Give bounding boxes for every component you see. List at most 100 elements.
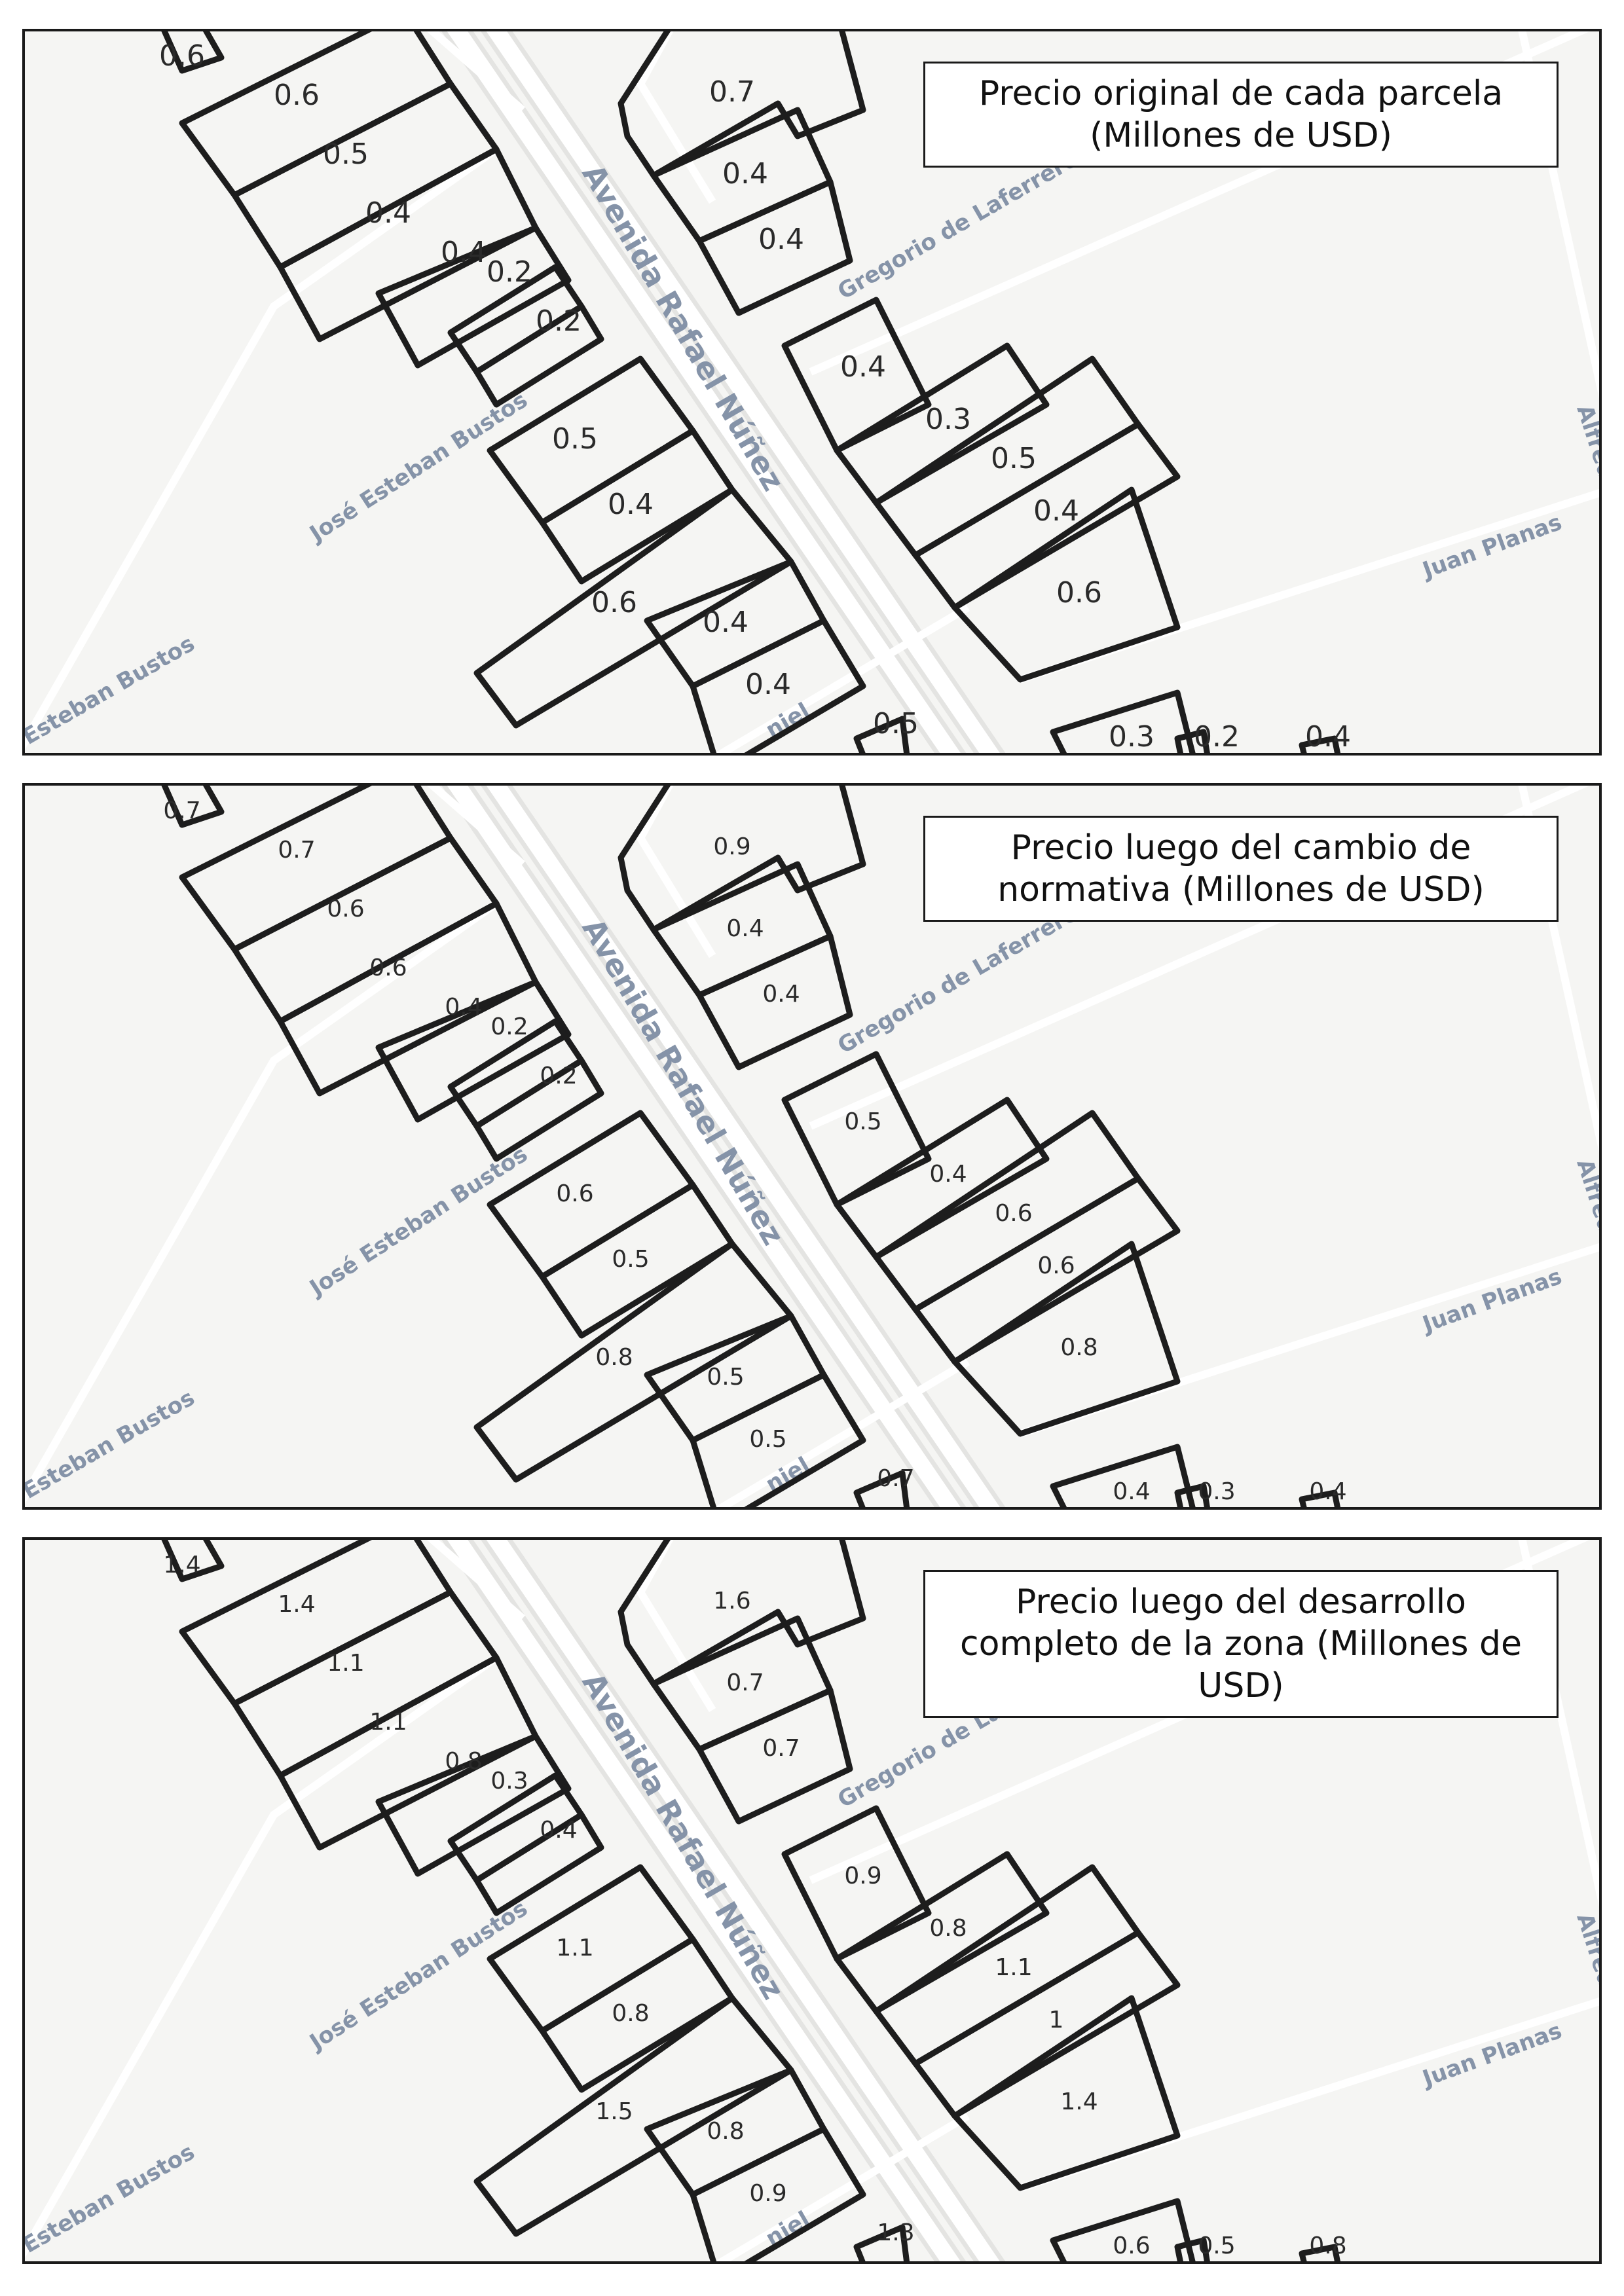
parcel-price-label: 0.5	[844, 1108, 881, 1135]
parcel-outline	[834, 1097, 1050, 1260]
parcel-price-label: 0.5	[991, 442, 1037, 475]
street-label-jose-bustos: José Esteban Bustos	[304, 387, 532, 548]
parcel-price-label: 0.7	[877, 1465, 914, 1492]
parcel-price-label: 1.4	[278, 1591, 315, 1618]
map-panel-2: Avenida Rafael Núñez Gregorio de Laferrer…	[22, 783, 1602, 1510]
parcel-outline	[1174, 2237, 1210, 2261]
street-label-alfredo-partial: Alfred	[1571, 401, 1602, 483]
parcel-price-label: 1.5	[595, 2098, 633, 2125]
parcel-price-label: 1.1	[369, 1709, 407, 1736]
parcel-price-label: 0.9	[844, 1863, 881, 1889]
parcel-price-label: 0.4	[365, 196, 411, 230]
parcel-price-label: 0.6	[556, 1180, 593, 1207]
parcel-price-label: 0.3	[1198, 1478, 1235, 1505]
parcel-price-label: 0.5	[612, 1246, 649, 1273]
parcel-price-label: 0.4	[929, 1161, 967, 1188]
parcel-outline	[473, 1812, 604, 1916]
parcel-price-label: 0.6	[159, 39, 205, 73]
parcel-price-label: 0.8	[595, 1344, 633, 1371]
parcel-outline	[853, 716, 910, 753]
parcel-price-label: 0.4	[722, 157, 768, 191]
road-avenue	[486, 31, 1000, 753]
parcel-price-label: 0.8	[445, 1748, 482, 1775]
parcel-outline	[375, 225, 572, 369]
parcel-price-label: 0.2	[487, 255, 532, 289]
road-street	[714, 1358, 970, 1507]
parcel-price-label: 0.4	[840, 350, 886, 384]
parcel-outline	[1299, 735, 1340, 753]
parcel-price-label: 0.7	[709, 75, 755, 109]
parcel-price-label: 0.5	[552, 422, 598, 456]
map-panel-1: Avenida Rafael Núñez Gregorio de Laferrer…	[22, 29, 1602, 756]
parcel-price-label: 0.4	[1113, 1478, 1150, 1505]
parcel-outline	[690, 1372, 866, 1507]
parcel-outline	[696, 179, 853, 316]
parcel-price-label: 0.3	[1109, 720, 1154, 754]
parcel-price-label: 0.4	[445, 994, 482, 1021]
parcel-outline	[853, 2224, 910, 2261]
parcel-price-label: 0.4	[758, 223, 804, 256]
parcel-outline	[781, 297, 932, 454]
map-canvas: Avenida Rafael Núñez Gregorio de Laferrer…	[25, 31, 1602, 754]
parcel-price-label: 0.6	[274, 79, 320, 112]
parcel-price-label: 0.6	[1037, 1252, 1075, 1279]
parcel-outline	[1050, 2198, 1196, 2261]
parcel-outline	[781, 1805, 932, 1962]
parcel-price-label: 0.5	[1198, 2232, 1235, 2259]
parcel-outline	[473, 1057, 604, 1162]
street-label-rafael-nunez: Avenida Rafael Núñez	[575, 158, 791, 497]
parcel-price-label: 0.9	[713, 833, 750, 860]
parcel-outline	[912, 1175, 1181, 1365]
parcel-price-label: 0.8	[707, 2118, 744, 2145]
parcel-outline	[473, 1241, 794, 1483]
parcel-outline	[1174, 729, 1210, 753]
parcel-price-label: 0.7	[163, 797, 200, 824]
parcel-price-label: 0.4	[608, 488, 654, 521]
parcel-price-label: 0.5	[749, 1426, 786, 1453]
parcel-outline	[690, 617, 866, 753]
street-label-rafael-nunez: Avenida Rafael Núñez	[575, 913, 791, 1251]
parcel-price-label: 0.6	[1113, 2232, 1150, 2259]
parcel-price-label: 0.4	[726, 915, 764, 942]
parcel-price-label: 0.7	[726, 1669, 764, 1696]
panel-title-box: Precio original de cada parcela (Millone…	[923, 62, 1559, 168]
parcel-price-label: 0.2	[536, 304, 581, 338]
road-street	[426, 31, 525, 113]
parcel-price-label: 1.6	[713, 1588, 750, 1614]
parcel-outline	[951, 486, 1181, 683]
parcel-price-label: 0.8	[929, 1915, 967, 1942]
street-label-rafael-nunez: Avenida Rafael Núñez	[575, 1667, 791, 2005]
parcel-price-label: 0.5	[323, 137, 369, 171]
parcel-outline	[912, 1929, 1181, 2119]
road-street	[426, 786, 525, 867]
parcel-price-label: 0.6	[369, 955, 407, 981]
parcel-outline	[690, 2126, 866, 2261]
parcel-price-label: 0.5	[707, 1364, 744, 1391]
parcel-price-label: 1.4	[1060, 2088, 1098, 2115]
parcel-price-label: 0.6	[1056, 576, 1102, 610]
parcel-outline	[696, 1687, 853, 1825]
parcel-price-label: 0.4	[762, 981, 800, 1008]
parcel-outline	[912, 421, 1181, 611]
parcel-price-label: 0.6	[327, 896, 364, 922]
road-avenue	[447, 1540, 961, 2261]
road-street	[714, 2112, 970, 2261]
map-canvas: Avenida Rafael Núñez Gregorio de Laferrer…	[25, 1540, 1602, 2261]
parcel-price-label: 0.6	[995, 1200, 1032, 1227]
parcel-price-label: 0.2	[490, 1013, 528, 1040]
parcel-outline	[781, 1051, 932, 1208]
street-label-alfredo-partial: Alfred	[1571, 1910, 1602, 1991]
parcel-outline	[473, 1995, 794, 2237]
parcel-price-label: 1.1	[327, 1650, 364, 1677]
parcel-outline	[161, 1540, 225, 1582]
parcel-price-label: 0.6	[591, 586, 637, 619]
parcel-price-label: 1.3	[877, 2219, 914, 2246]
parcel-price-label: 0.8	[1309, 2232, 1346, 2259]
road-street	[25, 146, 499, 750]
parcel-outline	[161, 31, 225, 74]
street-label-laferrere: Gregorio de Laferrere	[834, 146, 1083, 305]
road-street	[25, 900, 499, 1504]
parcel-price-label: 0.7	[762, 1735, 800, 1762]
parcel-price-label: 0.8	[1060, 1334, 1098, 1361]
road-avenue	[447, 31, 961, 753]
